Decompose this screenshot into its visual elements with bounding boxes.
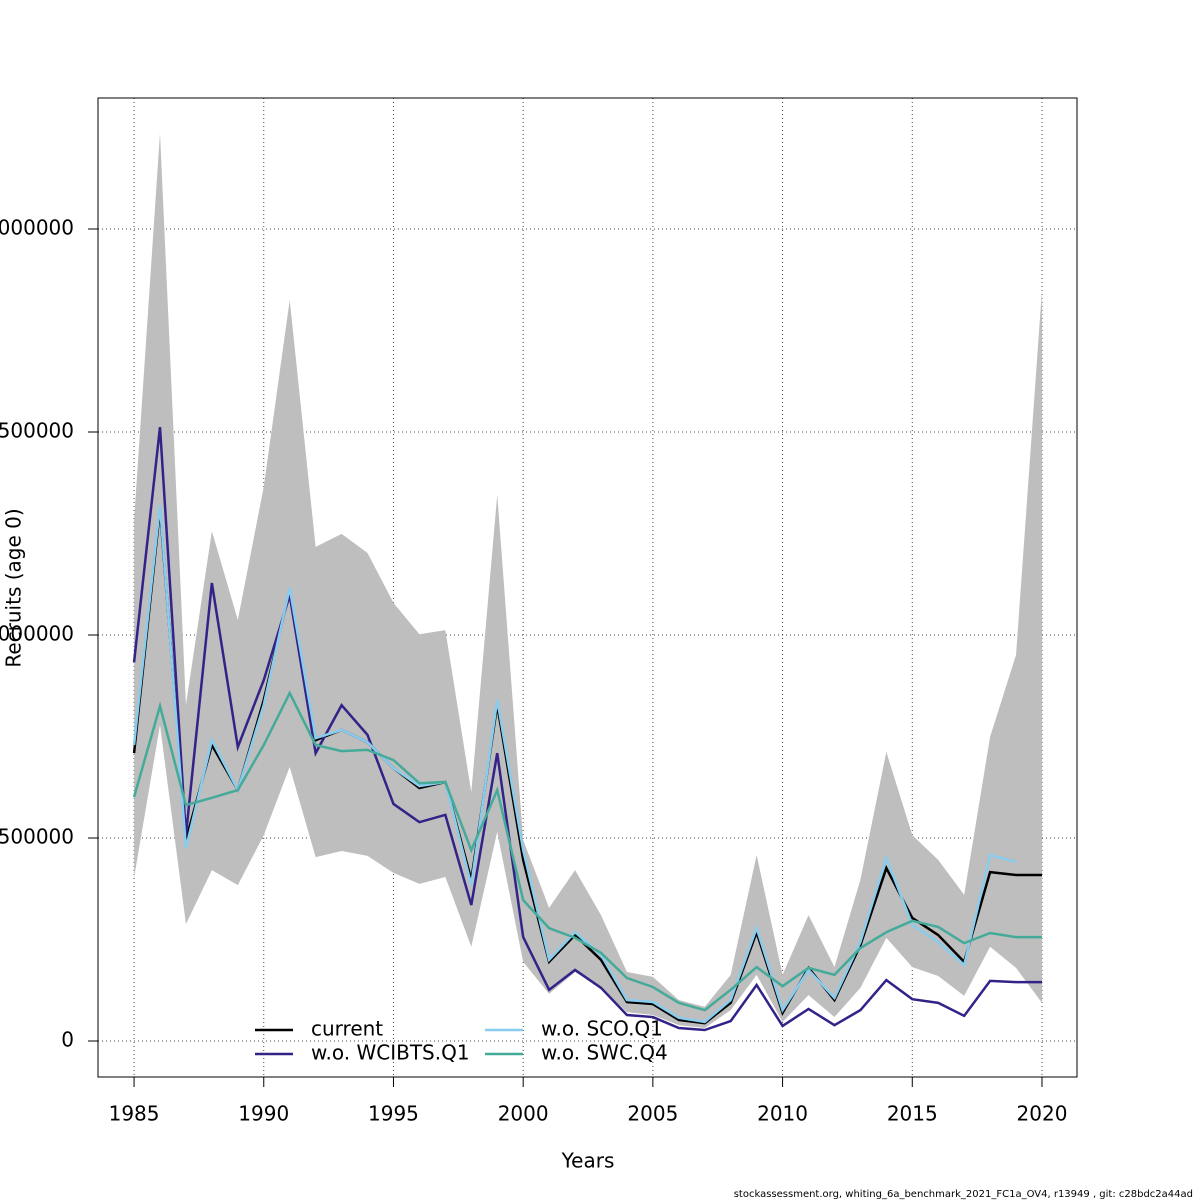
plot-frame xyxy=(97,97,1078,1078)
x-tick-label: 1985 xyxy=(109,1102,160,1126)
y-axis-label: Recruits (age 0) xyxy=(2,508,26,667)
y-tick-label: 1500000 xyxy=(0,418,74,442)
legend-label: w.o. SCO.Q1 xyxy=(541,1017,663,1041)
confidence-band xyxy=(134,133,1042,1029)
y-tick-label: 2000000 xyxy=(0,215,74,239)
x-tick-label: 2000 xyxy=(498,1102,549,1126)
footer: stockassessment.org, whiting_6a_benchmar… xyxy=(734,1189,1193,1200)
x-axis-label: Years xyxy=(561,1149,615,1173)
x-tick-label: 1995 xyxy=(368,1102,419,1126)
legend-label: w.o. SWC.Q4 xyxy=(541,1041,668,1065)
x-tick-label: 2010 xyxy=(757,1102,808,1126)
series-line xyxy=(132,504,1017,1024)
legend-label: current xyxy=(311,1017,383,1041)
x-tick-label: 2020 xyxy=(1017,1102,1068,1126)
y-tick-label: 500000 xyxy=(0,825,74,849)
series-line xyxy=(132,690,1042,1012)
legend-label: w.o. WCIBTS.Q1 xyxy=(311,1041,470,1065)
x-tick-label: 1990 xyxy=(238,1102,289,1126)
x-tick-label: 2015 xyxy=(887,1102,938,1126)
x-tick-label: 2005 xyxy=(627,1102,678,1126)
y-tick-label: 1000000 xyxy=(0,622,74,646)
y-tick-label: 0 xyxy=(61,1028,74,1052)
